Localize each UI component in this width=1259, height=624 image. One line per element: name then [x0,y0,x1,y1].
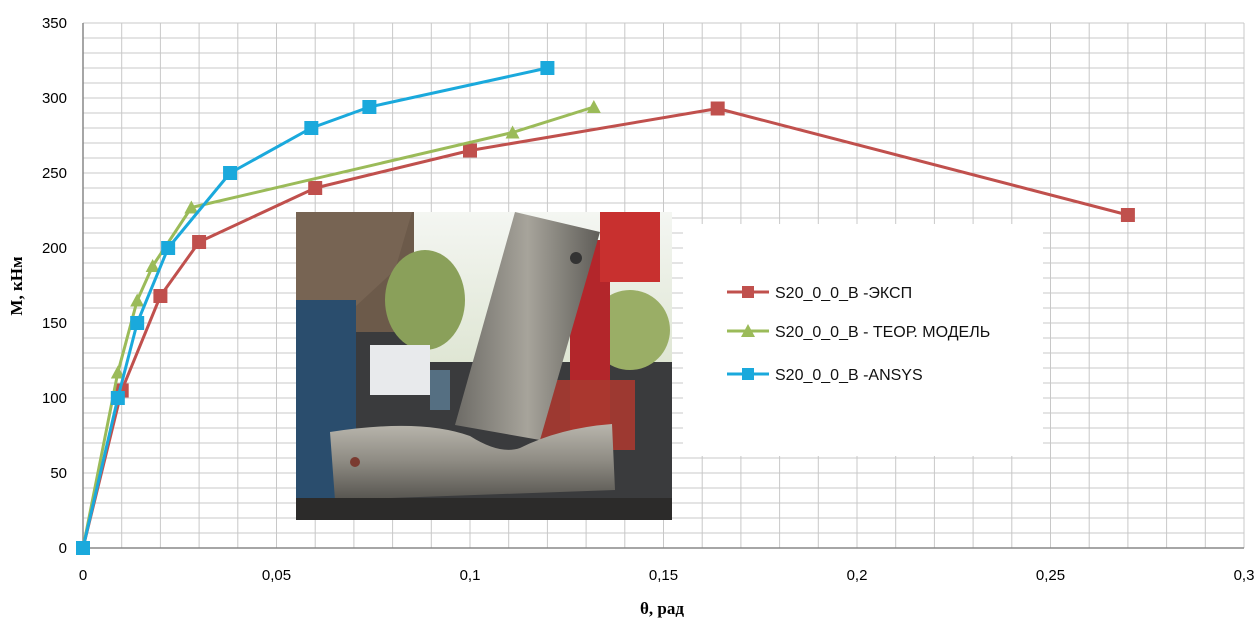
legend-marker-ansys [742,368,754,380]
x-axis-title: θ, рад [640,599,684,618]
x-tick-label: 0,2 [847,567,868,584]
legend-box [683,224,1043,456]
legend-item-theory: S20_0_0_B - ТЕОР. МОДЕЛЬ [727,324,990,341]
y-tick-label: 300 [42,90,67,107]
series-line [81,66,548,549]
data-point [153,289,168,303]
x-tick-label: 0,05 [262,567,291,584]
axes [82,23,1244,549]
legend-item-exp: S20_0_0_B -ЭКСП [727,285,912,302]
x-tick-label: 0,3 [1234,567,1255,584]
data-point [130,316,145,330]
data-point [76,541,90,555]
data-point [362,100,377,114]
data-point [161,241,176,255]
x-tick-labels: 0 0,05 0,1 0,15 0,2 0,25 0,3 [79,567,1255,584]
legend-label-exp: S20_0_0_B -ЭКСП [775,285,912,302]
data-point [110,391,125,405]
x-tick-label: 0 [79,567,87,584]
y-tick-label: 0 [59,540,67,557]
y-tick-label: 200 [42,240,67,257]
data-point [1120,208,1135,222]
data-point [223,166,238,180]
data-point [192,235,207,249]
legend-label-theory: S20_0_0_B - ТЕОР. МОДЕЛЬ [775,324,990,341]
legend-marker-exp [742,286,754,298]
series-layer [76,61,1135,555]
y-axis-title: M, кНм [7,256,26,316]
series-line [81,107,1129,549]
data-point [130,293,145,307]
y-tick-label: 50 [50,465,67,482]
y-tick-label: 350 [42,15,67,32]
data-point [505,125,520,139]
data-point [710,101,725,116]
specimen-photo [296,212,672,520]
data-point [184,200,199,214]
y-tick-label: 150 [42,315,67,332]
x-tick-label: 0,25 [1036,567,1065,584]
data-point [586,100,601,113]
data-point [110,365,125,379]
legend-label-ansys: S20_0_0_B -ANSYS [775,367,923,384]
x-tick-label: 0,15 [649,567,678,584]
x-tick-label: 0,1 [460,567,481,584]
data-point [304,121,319,135]
series-2 [76,61,555,555]
data-point [145,259,160,272]
data-point [463,143,477,158]
legend-item-ansys: S20_0_0_B -ANSYS [727,367,923,384]
series-1 [76,100,601,554]
legend: S20_0_0_B -ЭКСП S20_0_0_B - ТЕОР. МОДЕЛЬ… [683,224,1043,456]
y-tick-label: 100 [42,390,67,407]
data-point [308,181,323,195]
data-point [540,61,555,75]
y-tick-labels: 0 50 100 150 200 250 300 350 [42,15,67,557]
y-tick-label: 250 [42,165,67,182]
legend-marker-theory [741,324,755,337]
